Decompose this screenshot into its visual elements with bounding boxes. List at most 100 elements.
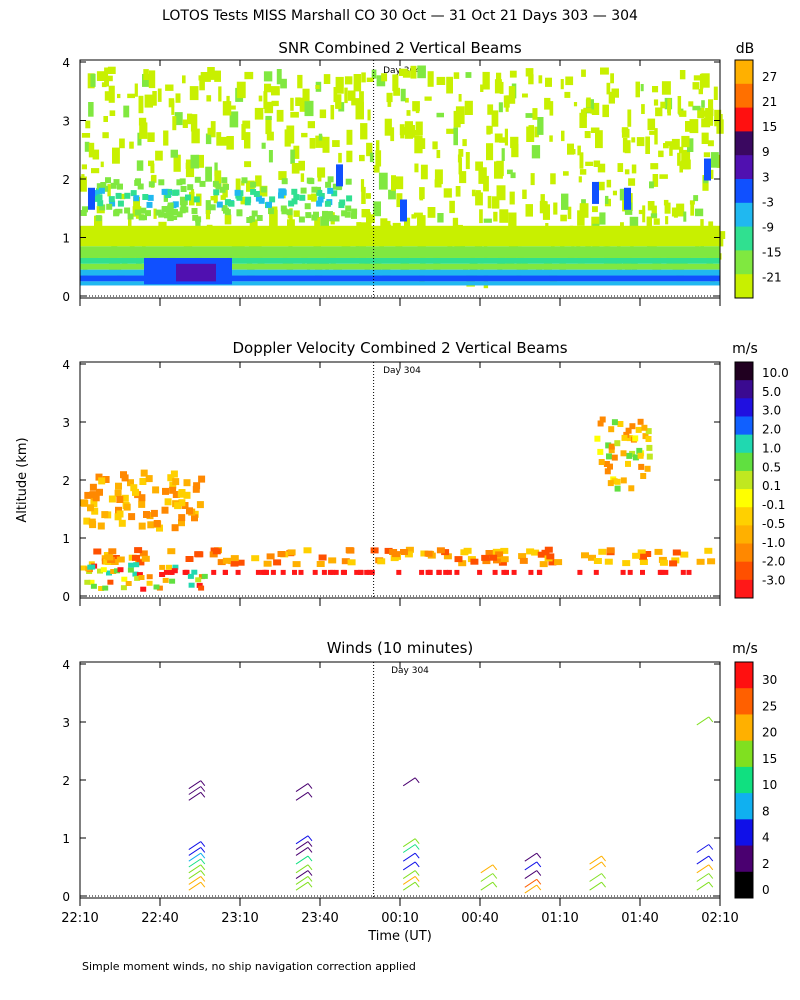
- snr-cell: [327, 187, 334, 194]
- snr-cell: [88, 102, 94, 117]
- velocity-cell: [608, 447, 615, 454]
- snr-cell: [100, 161, 104, 168]
- colorbar-segment: [735, 434, 753, 454]
- colorbar-tick-label: 5.0: [762, 385, 781, 399]
- velocity-cell: [312, 569, 318, 575]
- wind-barb: [696, 873, 710, 882]
- velocity-cell: [101, 511, 109, 519]
- snr-cell: [241, 177, 248, 184]
- snr-cell: [165, 84, 174, 91]
- velocity-cell: [88, 518, 96, 526]
- snr-cell: [453, 127, 458, 146]
- velocity-cell: [138, 575, 145, 580]
- snr-cell: [172, 116, 177, 131]
- velocity-cell: [111, 555, 120, 561]
- snr-cell: [579, 152, 584, 169]
- velocity-cell: [405, 546, 414, 553]
- velocity-cell: [195, 577, 202, 583]
- snr-cell: [344, 87, 348, 104]
- snr-cell: [261, 142, 266, 149]
- snr-cell: [241, 124, 246, 140]
- snr-cell: [446, 76, 453, 94]
- snr-cell: [344, 211, 351, 218]
- y-tick-label: 2: [62, 173, 70, 187]
- snr-cell: [315, 135, 323, 148]
- velocity-cell: [146, 580, 153, 586]
- velocity-cell: [139, 478, 147, 485]
- velocity-cell: [280, 569, 286, 575]
- snr-cell: [236, 210, 243, 217]
- x-tick-label: 22:10: [61, 911, 98, 926]
- snr-cell: [199, 180, 206, 187]
- velocity-cell: [622, 560, 631, 567]
- snr-cell: [142, 194, 149, 200]
- snr-cell: [475, 161, 483, 171]
- snr-cell: [393, 87, 400, 96]
- snr-cell: [458, 157, 462, 175]
- snr-core: [176, 263, 216, 282]
- snr-cell: [496, 72, 502, 81]
- velocity-cell: [620, 569, 626, 575]
- snr-cell: [307, 194, 313, 201]
- snr-cell: [194, 176, 201, 183]
- snr-cell: [369, 152, 374, 163]
- snr-cell: [510, 136, 519, 149]
- snr-cell: [538, 75, 543, 84]
- snr-cell: [173, 189, 180, 196]
- wind-barb-flag: [307, 783, 313, 789]
- velocity-cell: [166, 564, 172, 570]
- snr-cell: [458, 94, 462, 102]
- colorbar-segment: [735, 416, 753, 436]
- snr-cell: [608, 91, 615, 104]
- x-tick-label: 23:10: [221, 911, 258, 926]
- snr-cell: [96, 71, 105, 81]
- velocity-cell: [115, 506, 122, 514]
- velocity-cell: [404, 551, 413, 558]
- velocity-cell: [495, 551, 504, 558]
- snr-cell: [585, 161, 594, 166]
- velocity-cell: [147, 521, 155, 529]
- snr-cell: [291, 188, 298, 195]
- snr-cell: [367, 109, 371, 121]
- colorbar-tick-label: -0.1: [762, 498, 785, 512]
- colorbar-tick-label: 3.0: [762, 404, 781, 418]
- snr-cell: [654, 128, 658, 145]
- colorbar-tick-label: -15: [762, 245, 782, 259]
- colorbar-tick-label: 0.1: [762, 479, 781, 493]
- snr-cell: [368, 216, 375, 223]
- snr-cell: [399, 124, 405, 136]
- snr-cell: [714, 109, 722, 127]
- velocity-cell: [84, 491, 92, 499]
- snr-cell: [647, 201, 655, 211]
- colorbar-tick-label: 8: [762, 804, 770, 818]
- snr-cell: [483, 218, 492, 223]
- velocity-cell: [121, 494, 129, 502]
- snr-cell: [108, 196, 115, 203]
- velocity-cell: [628, 485, 635, 492]
- x-tick-label: 01:40: [621, 911, 658, 926]
- velocity-cell: [145, 475, 153, 483]
- snr-cell: [399, 68, 408, 76]
- velocity-cell: [125, 581, 132, 586]
- snr-cell: [229, 111, 239, 128]
- colorbar-segment: [735, 202, 753, 228]
- wind-barb-flag: [492, 881, 498, 888]
- snr-cell: [638, 209, 646, 215]
- wind-barb-flag: [307, 841, 313, 847]
- snr-cell: [705, 108, 714, 126]
- velocity-cell: [454, 556, 463, 563]
- snr-cell: [528, 125, 534, 137]
- velocity-cell: [626, 435, 633, 442]
- snr-cell: [561, 193, 569, 210]
- snr-cell: [264, 101, 274, 114]
- wind-barb: [589, 873, 602, 882]
- velocity-cell: [384, 547, 393, 554]
- wind-barb-flag: [601, 881, 606, 888]
- snr-cell: [187, 113, 193, 125]
- snr-cell: [180, 186, 187, 192]
- snr-cell: [612, 190, 617, 196]
- velocity-cell: [178, 514, 186, 522]
- snr-cell: [269, 196, 276, 203]
- velocity-cell: [605, 442, 612, 449]
- colorbar-segment: [735, 380, 753, 399]
